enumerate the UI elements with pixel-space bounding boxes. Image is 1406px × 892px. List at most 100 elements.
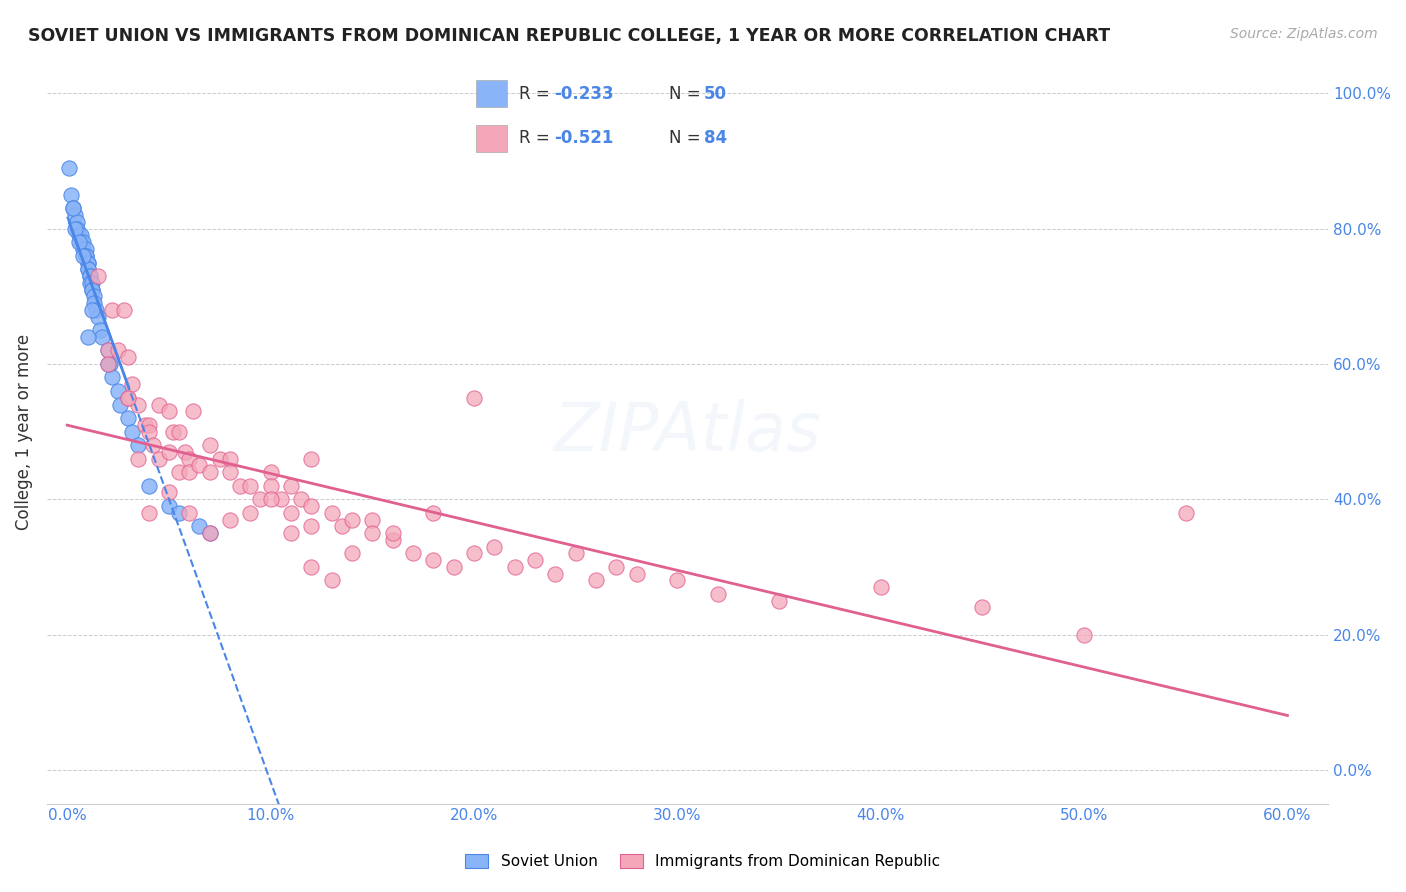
Point xyxy=(80,283,103,297)
Point xyxy=(270,492,292,507)
Point xyxy=(179,506,201,520)
Point xyxy=(112,302,135,317)
Point xyxy=(167,465,190,479)
Point xyxy=(70,235,93,250)
Point xyxy=(707,587,730,601)
Point xyxy=(1073,627,1095,641)
Point xyxy=(76,262,98,277)
Point xyxy=(626,566,648,581)
Point xyxy=(503,560,526,574)
Text: R =: R = xyxy=(519,85,555,103)
Point xyxy=(585,574,607,588)
Point xyxy=(198,526,221,541)
Point xyxy=(259,492,281,507)
Point xyxy=(76,255,98,269)
Point xyxy=(127,398,149,412)
Text: 50: 50 xyxy=(704,85,727,103)
Point xyxy=(76,262,98,277)
Point xyxy=(117,391,139,405)
Point xyxy=(76,330,98,344)
Point xyxy=(76,255,98,269)
Point xyxy=(219,465,242,479)
Point xyxy=(72,249,94,263)
Point xyxy=(869,580,891,594)
Point xyxy=(198,526,221,541)
Point xyxy=(259,465,281,479)
Point xyxy=(249,492,271,507)
Point xyxy=(121,377,143,392)
Point xyxy=(87,268,110,283)
Point xyxy=(80,302,103,317)
Point xyxy=(117,391,139,405)
Point xyxy=(422,506,444,520)
Point xyxy=(75,242,97,256)
Point xyxy=(83,296,105,310)
Point xyxy=(157,404,180,418)
Text: N =: N = xyxy=(669,129,706,147)
Point xyxy=(188,519,211,533)
Text: N =: N = xyxy=(669,85,706,103)
Point xyxy=(605,560,627,574)
Point xyxy=(259,479,281,493)
Point xyxy=(97,343,120,358)
Point xyxy=(127,451,149,466)
Point xyxy=(463,546,485,560)
Point xyxy=(157,445,180,459)
Point xyxy=(768,593,790,607)
Point xyxy=(299,560,322,574)
Text: -0.521: -0.521 xyxy=(554,129,614,147)
Point xyxy=(84,302,107,317)
Point xyxy=(67,235,90,250)
Point xyxy=(90,330,112,344)
Point xyxy=(97,357,120,371)
Point xyxy=(138,417,160,432)
Point xyxy=(98,357,121,371)
Point xyxy=(67,228,90,243)
Legend: Soviet Union, Immigrants from Dominican Republic: Soviet Union, Immigrants from Dominican … xyxy=(460,848,946,875)
Point xyxy=(188,458,211,473)
Point xyxy=(524,553,547,567)
Point xyxy=(181,404,204,418)
Point xyxy=(340,512,363,526)
Point xyxy=(142,438,165,452)
Point xyxy=(198,465,221,479)
Text: SOVIET UNION VS IMMIGRANTS FROM DOMINICAN REPUBLIC COLLEGE, 1 YEAR OR MORE CORRE: SOVIET UNION VS IMMIGRANTS FROM DOMINICA… xyxy=(28,27,1111,45)
Point xyxy=(290,492,312,507)
Point xyxy=(484,540,506,554)
Point xyxy=(463,391,485,405)
Point xyxy=(80,276,103,290)
Point xyxy=(97,357,120,371)
Point xyxy=(134,417,156,432)
Point xyxy=(87,310,110,324)
Point xyxy=(402,546,425,560)
Point xyxy=(108,398,131,412)
Point xyxy=(564,546,586,560)
Point xyxy=(101,370,124,384)
Point xyxy=(80,283,103,297)
Point xyxy=(148,451,170,466)
Point xyxy=(179,465,201,479)
FancyBboxPatch shape xyxy=(475,125,508,152)
Point xyxy=(280,479,302,493)
Point xyxy=(79,268,101,283)
Point xyxy=(65,221,87,235)
Point xyxy=(138,479,160,493)
Point xyxy=(330,519,353,533)
Point xyxy=(117,350,139,364)
Point xyxy=(381,526,404,541)
Point xyxy=(299,519,322,533)
Point xyxy=(179,451,201,466)
Text: 84: 84 xyxy=(704,129,727,147)
Point xyxy=(198,438,221,452)
Point xyxy=(239,506,262,520)
Point xyxy=(229,479,252,493)
Point xyxy=(219,451,242,466)
Point xyxy=(138,425,160,439)
Point xyxy=(101,302,124,317)
Point xyxy=(381,533,404,547)
Point xyxy=(167,506,190,520)
Point xyxy=(66,221,89,235)
Point xyxy=(60,187,83,202)
Point xyxy=(443,560,465,574)
Point xyxy=(79,276,101,290)
